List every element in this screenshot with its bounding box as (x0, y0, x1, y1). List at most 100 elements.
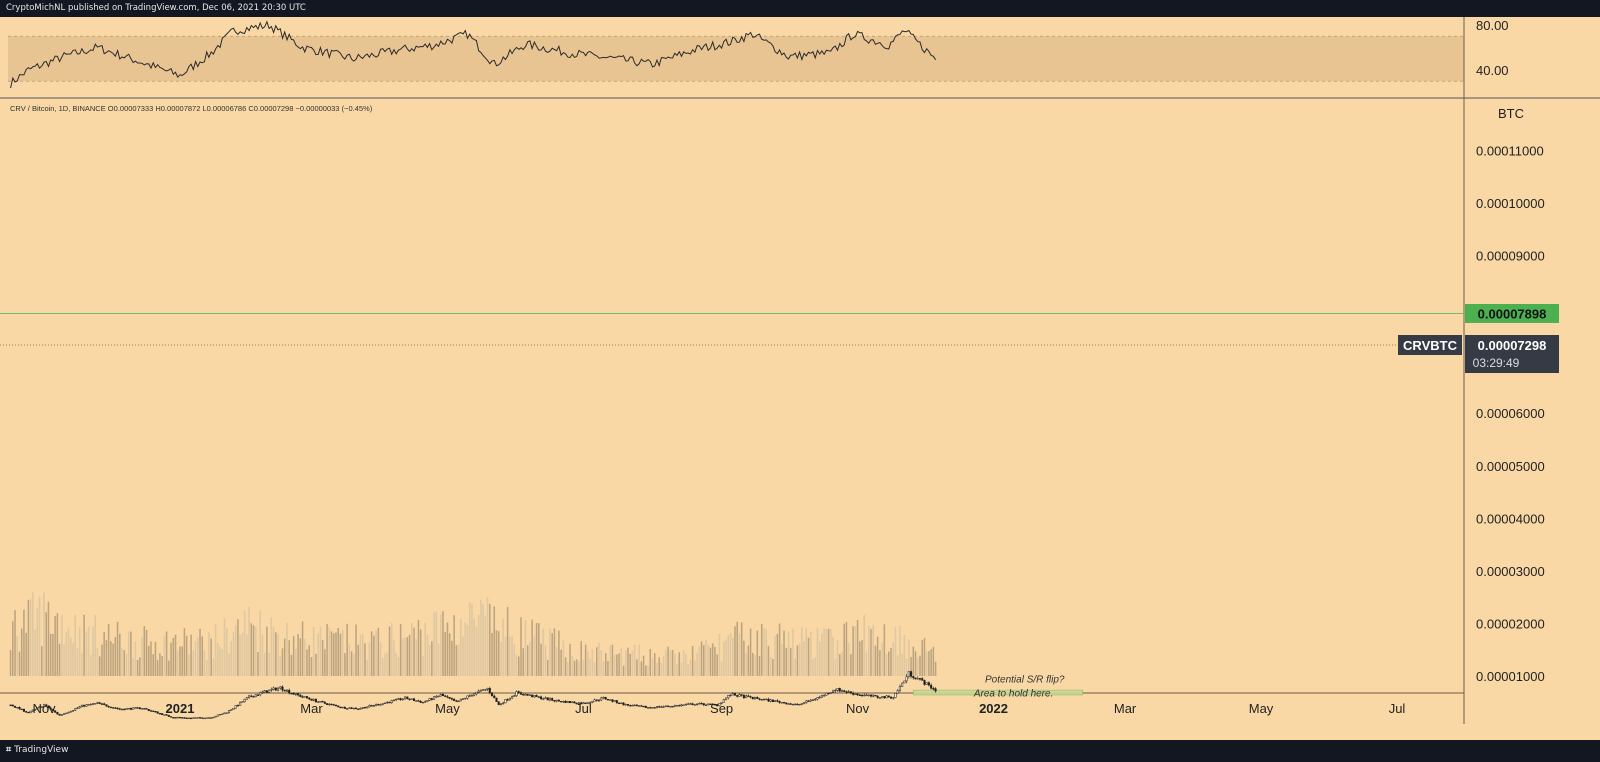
candle-body (751, 697, 754, 700)
candle-body (542, 698, 545, 700)
candle-body (98, 702, 101, 704)
volume-bar (217, 642, 219, 676)
candle-body (577, 702, 580, 704)
candle-body (738, 694, 741, 697)
candle-body (22, 708, 25, 712)
candle-body (903, 680, 906, 684)
volume-bar (350, 651, 353, 676)
candle-body (363, 707, 367, 709)
candle-body (281, 686, 284, 691)
volume-bar (538, 623, 540, 676)
candle-body (430, 698, 433, 700)
volume-bar (792, 628, 794, 676)
volume-bar (522, 648, 525, 676)
candle-body (419, 700, 422, 703)
volume-bar (685, 653, 687, 676)
candle-body (339, 706, 342, 709)
volume-bar (620, 648, 623, 676)
candle-body (294, 693, 297, 695)
candle-body (185, 717, 188, 719)
volume-bar (121, 648, 123, 676)
candle-body (528, 694, 531, 696)
volume-bar (718, 633, 721, 676)
candle-body (479, 689, 482, 692)
candle-body (700, 703, 703, 705)
volume-bar (428, 645, 431, 676)
candle-body (876, 695, 879, 698)
volume-bar (205, 660, 208, 676)
candle-body (94, 703, 97, 705)
candle-body (232, 707, 235, 710)
price-tick-label: 0.00005000 (1476, 459, 1545, 474)
time-tick-label: Sep (710, 701, 733, 716)
candle-body (823, 695, 826, 697)
volume-bar (237, 619, 239, 676)
volume-bar (194, 641, 197, 676)
volume-bar (337, 628, 340, 676)
candle-body (912, 676, 915, 679)
volume-bar (161, 656, 163, 676)
volume-bar (439, 614, 442, 676)
volume-bar (312, 626, 315, 676)
candle-body (412, 698, 416, 701)
candle-body (397, 698, 400, 700)
volume-bar (292, 636, 295, 676)
candle-body (486, 688, 489, 690)
candle-body (352, 707, 355, 710)
resistance-price-tag: 0.00007898 (1465, 303, 1559, 323)
candle-body (103, 703, 106, 705)
candle-body (573, 701, 576, 704)
candle-body (709, 703, 712, 705)
candle-body (575, 702, 578, 705)
volume-bar (720, 661, 723, 676)
candle-body (36, 707, 39, 710)
candle-body (716, 704, 719, 706)
candle-body (921, 678, 924, 681)
candle-body (462, 698, 465, 700)
volume-bar (816, 627, 819, 676)
candle-body (640, 705, 643, 707)
candle-body (669, 706, 672, 708)
time-tick-label: May (1249, 701, 1274, 716)
candle-body (236, 705, 239, 707)
volume-bar (295, 648, 297, 676)
volume-bar (165, 631, 168, 676)
volume-bar (689, 659, 692, 676)
rsi-line (10, 20, 937, 89)
volume-bar (315, 653, 317, 676)
candle-body (404, 696, 407, 700)
candle-body (832, 690, 835, 693)
candle-body (631, 705, 634, 707)
volume-bar (45, 612, 48, 676)
svg-text:CRVBTC: CRVBTC (1403, 338, 1458, 353)
candle-body (112, 707, 115, 709)
candle-body (321, 701, 324, 703)
candle-body (109, 706, 112, 709)
candle-body (566, 701, 569, 704)
volume-bar (854, 626, 857, 676)
volume-bar (500, 641, 502, 676)
candle-body (248, 695, 251, 698)
volume-bar (145, 629, 148, 676)
price-chart[interactable]: 80.00 40.00 CRV / Bitcoin, 1D, BINANCE O0… (0, 17, 1600, 740)
volume-bar (698, 646, 701, 676)
volume-bar (497, 631, 500, 676)
volume-bar (582, 659, 585, 676)
candle-body (720, 702, 723, 704)
candle-body (562, 700, 565, 703)
candle-body (203, 717, 206, 720)
volume-bar (368, 642, 371, 676)
candle-body (655, 706, 659, 709)
candle-body (60, 714, 63, 716)
volume-bar (275, 632, 277, 676)
volume-bar (473, 618, 475, 676)
candle-body (827, 692, 830, 695)
volume-bar (81, 653, 83, 676)
volume-bar (896, 655, 899, 676)
volume-bar (489, 603, 491, 676)
volume-bar (551, 633, 553, 676)
candle-body (381, 703, 384, 705)
volume-bar (208, 632, 210, 676)
candle-body (274, 687, 277, 691)
candle-body (259, 692, 262, 696)
